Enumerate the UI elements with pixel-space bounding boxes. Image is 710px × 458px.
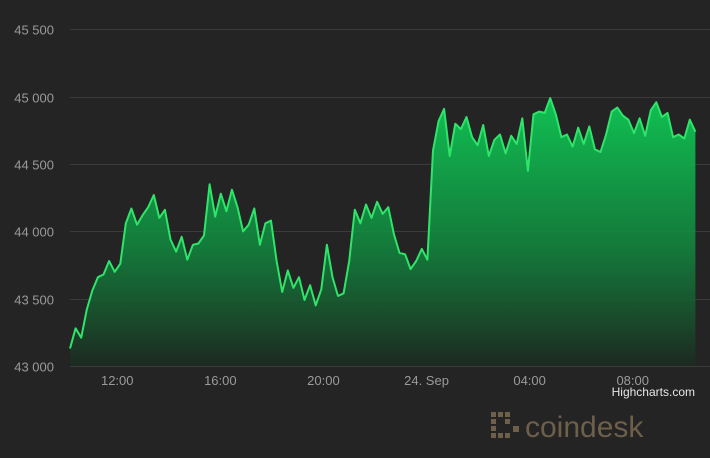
y-tick-label: 43 500 [14,293,54,308]
coindesk-logo-icon [491,412,519,438]
series-line [69,97,697,349]
y-axis-tick-labels: 43 000 43 500 44 000 44 500 45 000 45 500 [14,23,54,375]
y-tick-label: 45 000 [14,91,54,106]
area-fill [70,98,696,366]
x-tick-label: 12:00 [101,373,134,388]
x-tick-label: 20:00 [307,373,340,388]
y-tick-label: 45 500 [14,23,54,38]
y-tick-label: 44 000 [14,225,54,240]
series-line-path [69,97,697,349]
x-tick-label: 16:00 [204,373,237,388]
area-fill-path [70,98,696,366]
coindesk-watermark: coindesk [491,411,644,444]
x-tick-label: 08:00 [616,373,649,388]
x-tick-label: 24. Sep [404,373,449,388]
coindesk-watermark-text: coindesk [525,411,644,444]
y-tick-label: 43 000 [14,360,54,375]
x-tick-label: 04:00 [513,373,546,388]
y-tick-label: 44 500 [14,158,54,173]
x-axis-tick-labels: 12:00 16:00 20:00 24. Sep 04:00 08:00 [101,373,649,388]
highcharts-credit-link[interactable]: Highcharts.com [612,385,695,399]
